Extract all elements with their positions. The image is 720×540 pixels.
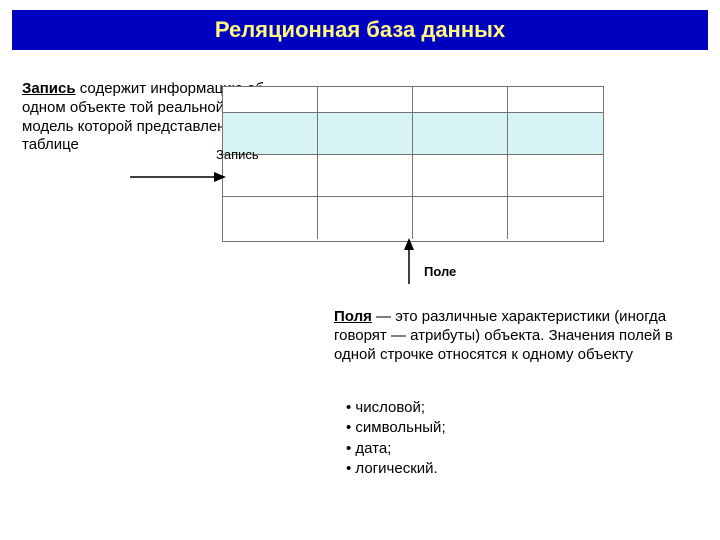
list-item: числовой; bbox=[346, 398, 446, 418]
field-description: Поля — это различные характеристики (ино… bbox=[334, 308, 694, 364]
table-cell bbox=[318, 155, 413, 197]
record-label: Запись bbox=[216, 147, 259, 162]
field-desc-text: — это различные характеристики (иногда г… bbox=[334, 308, 673, 363]
table-cell bbox=[318, 197, 413, 239]
list-item: логический. bbox=[346, 459, 446, 479]
header-cell bbox=[318, 87, 413, 113]
list-item: дата; bbox=[346, 439, 446, 459]
table-cell bbox=[413, 197, 508, 239]
header-cell bbox=[413, 87, 508, 113]
header-cell bbox=[508, 87, 603, 113]
record-arrow-icon bbox=[130, 170, 226, 184]
field-term: Поля bbox=[334, 308, 372, 325]
page-title: Реляционная база данных bbox=[215, 17, 505, 43]
table-cell bbox=[508, 197, 603, 239]
record-term: Запись bbox=[22, 80, 76, 97]
table-cell bbox=[223, 197, 318, 239]
list-item: символьный; bbox=[346, 418, 446, 438]
table-cell bbox=[413, 155, 508, 197]
table-cell bbox=[508, 113, 603, 155]
header-cell bbox=[223, 87, 318, 113]
schema-table bbox=[222, 86, 604, 242]
table-cell bbox=[413, 113, 508, 155]
table-cell bbox=[508, 155, 603, 197]
field-types-list: числовой;символьный;дата;логический. bbox=[346, 398, 446, 479]
table-cell bbox=[318, 113, 413, 155]
field-arrow-icon bbox=[402, 238, 416, 284]
field-label: Поле bbox=[424, 264, 456, 279]
title-bar: Реляционная база данных bbox=[12, 10, 708, 50]
